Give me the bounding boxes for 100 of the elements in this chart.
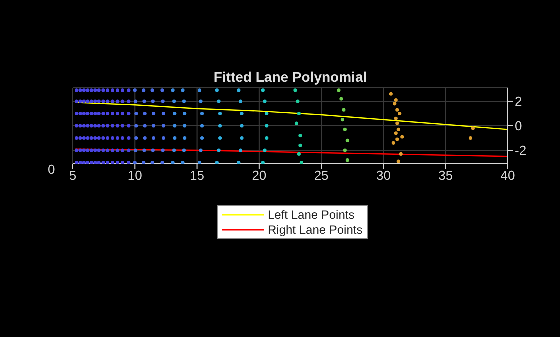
point (237, 88, 241, 92)
point (399, 152, 403, 156)
point (240, 112, 244, 116)
point (294, 88, 298, 92)
x-tick-label: 25 (314, 168, 329, 184)
point (151, 148, 155, 152)
point (265, 124, 269, 128)
point (343, 148, 347, 152)
point (152, 112, 156, 116)
point (261, 160, 265, 164)
point (346, 158, 350, 162)
point (150, 88, 154, 92)
point (394, 116, 398, 120)
point (396, 108, 400, 112)
point (340, 97, 344, 101)
point (396, 138, 400, 142)
point (199, 148, 203, 152)
x-tick-label: 15 (190, 168, 205, 184)
point (161, 100, 165, 104)
point (183, 112, 187, 116)
point (150, 160, 154, 164)
y-tick-label: 2 (515, 94, 522, 110)
point (218, 136, 222, 140)
point (162, 112, 166, 116)
point (182, 148, 186, 152)
point (200, 136, 204, 140)
point (171, 160, 175, 164)
point (142, 160, 146, 164)
point (240, 124, 244, 128)
point (218, 112, 222, 116)
point (134, 124, 138, 128)
point (343, 128, 347, 132)
point (161, 148, 165, 152)
point (263, 100, 267, 104)
point (162, 124, 166, 128)
line-series (74, 148, 508, 158)
point (173, 124, 177, 128)
point (298, 134, 302, 138)
point (298, 144, 302, 148)
point (160, 88, 164, 92)
text: 0 (48, 162, 56, 177)
x-tick-label: 30 (376, 168, 391, 184)
legend-label: Right Lane Points (268, 222, 363, 236)
point (181, 160, 185, 164)
point (134, 112, 138, 116)
x-tick-label: 20 (252, 168, 267, 184)
point (300, 160, 304, 164)
point (172, 100, 176, 104)
point (151, 100, 155, 104)
point (396, 160, 400, 164)
point (172, 148, 176, 152)
point (215, 160, 219, 164)
point (133, 88, 137, 92)
point (171, 88, 175, 92)
point (142, 148, 146, 152)
point (400, 135, 404, 139)
point (217, 148, 221, 152)
point (182, 100, 186, 104)
point (394, 98, 398, 102)
point (200, 112, 204, 116)
y-tick-label: -2 (515, 143, 527, 158)
point (143, 112, 147, 116)
point (389, 92, 393, 96)
point (240, 136, 244, 140)
point (392, 141, 396, 145)
point (296, 100, 300, 104)
point (394, 132, 398, 136)
point (152, 124, 156, 128)
point (134, 148, 138, 152)
point (133, 160, 137, 164)
legend-label: Left Lane Points (268, 208, 355, 222)
point (239, 148, 243, 152)
point (393, 102, 397, 106)
point (134, 136, 138, 140)
point (173, 136, 177, 140)
point (152, 136, 156, 140)
point (134, 100, 138, 104)
point (239, 100, 243, 104)
point (471, 126, 475, 130)
x-tick-label: 35 (438, 168, 454, 184)
point (162, 136, 166, 140)
point (217, 100, 221, 104)
point (265, 136, 269, 140)
point (396, 122, 400, 126)
point (340, 118, 344, 122)
point (215, 88, 219, 92)
point (183, 124, 187, 128)
point (294, 122, 298, 126)
point (143, 136, 147, 140)
point (173, 112, 177, 116)
point (297, 112, 301, 116)
chart-title: Fitted Lane Polynomial (212, 69, 368, 85)
point (198, 160, 202, 164)
x-tick-label: 40 (500, 168, 516, 184)
point (142, 88, 146, 92)
point (396, 128, 400, 132)
point (200, 124, 204, 128)
point (183, 136, 187, 140)
point (142, 100, 146, 104)
point (143, 124, 147, 128)
